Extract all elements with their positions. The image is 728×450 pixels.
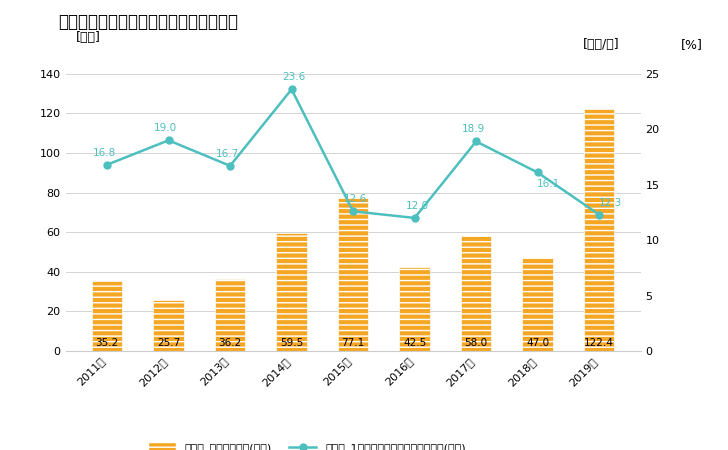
Bar (338, 198, 368, 351)
Text: 23.6: 23.6 (282, 72, 306, 82)
Bar (276, 233, 307, 351)
Text: 25.7: 25.7 (157, 338, 180, 348)
Text: 18.9: 18.9 (462, 125, 485, 135)
Text: 122.4: 122.4 (584, 338, 614, 348)
Text: 42.5: 42.5 (403, 338, 426, 348)
Bar (215, 279, 245, 351)
Text: 77.1: 77.1 (341, 338, 365, 348)
Text: 58.0: 58.0 (464, 338, 488, 348)
Text: 47.0: 47.0 (526, 338, 549, 348)
Bar (584, 108, 614, 351)
Text: 19.0: 19.0 (154, 123, 178, 133)
Text: [億円]: [億円] (76, 31, 101, 44)
Text: 16.8: 16.8 (92, 148, 116, 158)
Text: 35.2: 35.2 (95, 338, 119, 348)
Text: 非木造建築物の工事費予定額合計の推移: 非木造建築物の工事費予定額合計の推移 (58, 14, 238, 32)
Text: 12.6: 12.6 (344, 194, 368, 204)
Bar (153, 300, 184, 351)
Text: 16.1: 16.1 (537, 179, 561, 189)
Bar (461, 236, 491, 351)
Text: 12.3: 12.3 (598, 198, 622, 207)
Text: [%]: [%] (681, 38, 703, 51)
Text: [万円/㎡]: [万円/㎡] (582, 38, 619, 51)
Text: 12.0: 12.0 (405, 201, 429, 211)
Text: 36.2: 36.2 (218, 338, 242, 348)
Text: 16.7: 16.7 (215, 149, 239, 159)
Legend: 非木造_工事費予定額(左軸), 非木造_1平米当たり平均工事費予定額(右軸): 非木造_工事費予定額(左軸), 非木造_1平米当たり平均工事費予定額(右軸) (143, 438, 470, 450)
Bar (399, 267, 430, 351)
Text: 59.5: 59.5 (280, 338, 303, 348)
Bar (92, 281, 122, 351)
Bar (522, 258, 553, 351)
